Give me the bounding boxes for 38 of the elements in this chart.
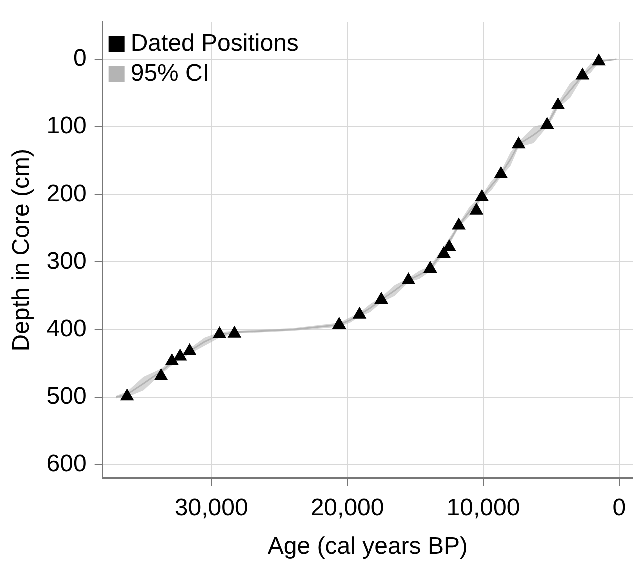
y-tick-label: 300 xyxy=(46,248,87,275)
point xyxy=(512,137,526,149)
x-axis-title: Age (cal years BP) xyxy=(268,533,468,560)
y-tick-label: 400 xyxy=(46,315,87,342)
point xyxy=(452,218,466,230)
point xyxy=(442,240,456,252)
y-axis-title: Depth in Core (cm) xyxy=(8,149,36,352)
point xyxy=(213,327,226,339)
point xyxy=(174,349,187,361)
point xyxy=(120,389,134,401)
y-tick-label: 200 xyxy=(46,180,87,208)
point xyxy=(540,118,554,130)
point xyxy=(592,54,606,66)
point xyxy=(154,368,168,380)
x-tick-label: 30,000 xyxy=(174,494,248,522)
point xyxy=(437,246,451,258)
point xyxy=(166,354,179,366)
point xyxy=(424,261,438,273)
legend-label: 95% CI xyxy=(130,60,210,88)
point xyxy=(476,190,489,202)
point xyxy=(552,98,565,110)
y-tick-label: 0 xyxy=(73,45,87,72)
point xyxy=(470,203,484,215)
point xyxy=(332,318,346,330)
point xyxy=(228,326,242,338)
point xyxy=(494,166,508,178)
point xyxy=(374,292,388,304)
y-tick-label: 600 xyxy=(46,450,87,478)
point xyxy=(183,344,196,356)
x-tick-label: 0 xyxy=(612,494,626,522)
x-tick-label: 20,000 xyxy=(310,494,384,522)
point xyxy=(353,307,366,319)
y-tick-label: 500 xyxy=(46,382,87,410)
legend-label: Dated Positions xyxy=(130,30,299,58)
point xyxy=(402,272,416,284)
point xyxy=(576,68,590,80)
x-tick-label: 10,000 xyxy=(446,494,520,522)
y-tick-label: 100 xyxy=(46,112,87,140)
